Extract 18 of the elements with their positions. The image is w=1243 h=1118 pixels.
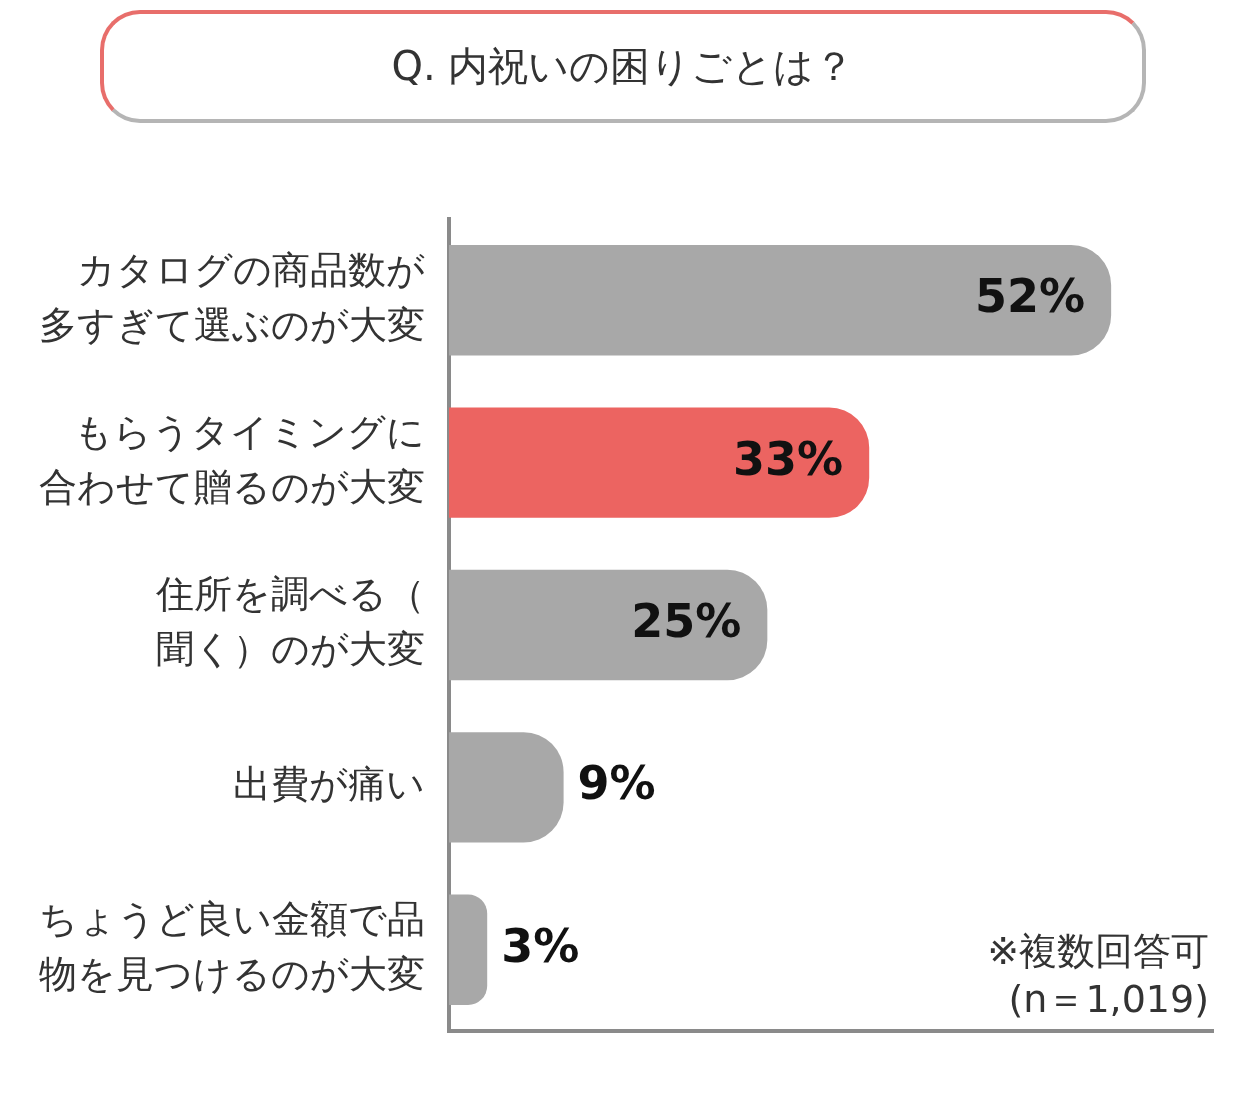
annotation: (n＝1,019) [1008, 976, 1209, 1021]
bar [449, 732, 564, 843]
y-tick-label: カタログの商品数が多すぎて選ぶのが大変 [39, 247, 425, 347]
data-label: 33% [733, 431, 844, 486]
y-tick-label: ちょうど良い金額で品物を見つけるのが大変 [39, 897, 425, 997]
bar [449, 407, 870, 518]
data-label: 52% [975, 269, 1086, 324]
data-label: 9% [577, 756, 656, 811]
bar [449, 569, 768, 681]
y-tick-label: もらうタイミングに合わせて贈るのが大変 [39, 409, 425, 510]
annotation: ※複数回答可 [987, 928, 1209, 973]
bar [449, 245, 1112, 356]
y-tick-label: 住所を調べる（聞く）のが大変 [155, 572, 425, 672]
chart-title: Q. 内祝いの困りごとは？ [100, 10, 1146, 123]
data-label: 25% [631, 593, 742, 648]
y-tick-label: 出費が痛い [233, 762, 425, 807]
data-label: 3% [501, 918, 580, 973]
bar [449, 894, 488, 1005]
